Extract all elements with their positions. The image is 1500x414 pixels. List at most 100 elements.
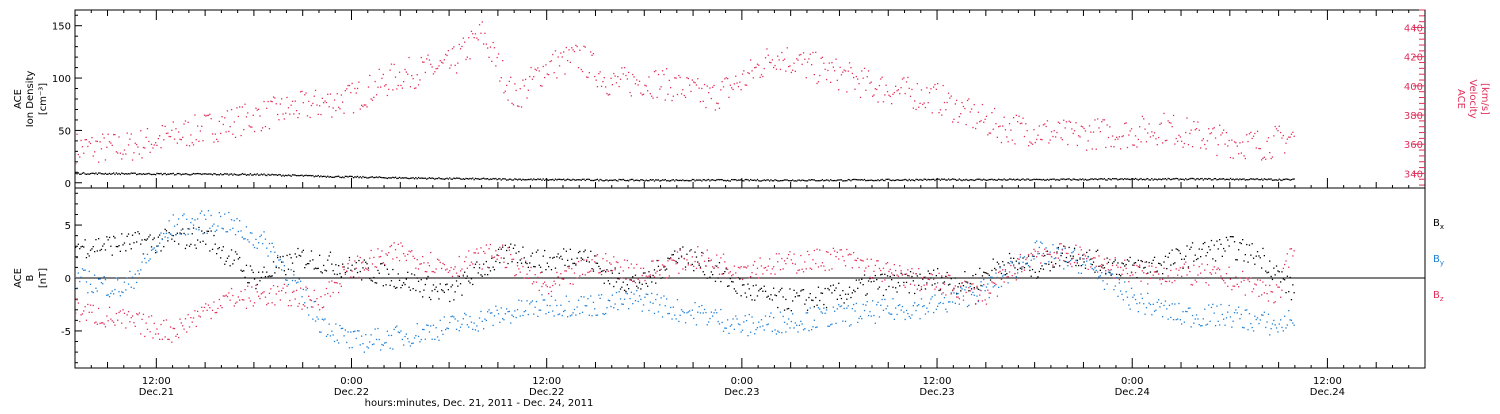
data-point (313, 268, 315, 270)
data-point (891, 103, 893, 105)
data-point (346, 270, 348, 272)
data-point (905, 273, 908, 275)
data-point (356, 87, 359, 90)
data-point (1155, 309, 1157, 311)
data-point (1225, 273, 1228, 275)
data-point (1120, 178, 1122, 180)
data-point (628, 288, 630, 290)
data-point (358, 259, 360, 262)
data-point (1045, 125, 1047, 128)
data-point (161, 238, 163, 241)
data-point (805, 299, 807, 301)
data-point (882, 294, 885, 297)
data-point (1128, 178, 1130, 180)
data-point (710, 271, 712, 273)
data-point (621, 179, 623, 181)
data-point (316, 104, 318, 106)
data-point (800, 290, 802, 292)
data-point (733, 83, 735, 85)
data-point (1000, 285, 1003, 288)
data-point (153, 322, 155, 325)
data-point (249, 126, 252, 128)
data-point (489, 46, 492, 48)
data-point (825, 78, 828, 81)
data-point (144, 238, 146, 241)
data-point (190, 317, 192, 319)
data-point (1021, 178, 1023, 181)
data-point (745, 320, 748, 322)
data-point (939, 288, 942, 290)
data-point (820, 311, 822, 313)
data-point (1293, 250, 1295, 252)
data-point (690, 90, 692, 93)
data-point (1003, 264, 1005, 266)
data-point (499, 246, 501, 248)
data-point (1072, 255, 1074, 257)
data-point (142, 146, 145, 149)
data-point (394, 287, 397, 289)
data-point (995, 179, 997, 181)
data-point (137, 146, 139, 148)
data-point (916, 305, 918, 307)
data-point (1167, 318, 1169, 320)
data-point (492, 41, 494, 44)
data-point (1029, 179, 1031, 181)
data-point (323, 306, 325, 308)
data-point (278, 173, 280, 176)
data-point (1242, 239, 1244, 241)
data-point (935, 275, 937, 277)
data-point (443, 59, 445, 61)
data-point (237, 230, 239, 233)
data-point (354, 87, 356, 90)
data-point (445, 269, 447, 271)
data-point (640, 288, 642, 290)
data-point (840, 297, 843, 300)
data-point (1214, 137, 1217, 139)
data-point (1227, 285, 1229, 287)
data-point (598, 294, 600, 296)
data-point (939, 301, 942, 304)
data-point (722, 273, 725, 275)
data-point (516, 105, 519, 107)
data-point (619, 179, 622, 181)
data-point (366, 268, 368, 270)
data-point (267, 302, 269, 304)
data-point (1045, 179, 1047, 181)
data-point (657, 259, 660, 262)
data-point (213, 301, 215, 303)
data-point (1102, 267, 1104, 269)
data-point (262, 271, 264, 273)
data-point (1026, 262, 1028, 264)
velocity-tick-label: 420 (1404, 53, 1423, 64)
data-point (1193, 121, 1195, 123)
data-point (1170, 269, 1172, 272)
data-point (691, 256, 693, 258)
data-point (629, 297, 631, 300)
data-point (126, 314, 128, 316)
data-point (1191, 177, 1194, 180)
data-point (146, 253, 149, 255)
data-point (941, 293, 943, 295)
data-point (426, 58, 428, 60)
data-point (302, 249, 304, 251)
data-point (309, 299, 311, 301)
data-point (886, 91, 889, 93)
data-point (117, 152, 119, 154)
data-point (1182, 266, 1184, 268)
data-point (687, 264, 689, 266)
data-point (1280, 281, 1282, 283)
data-point (213, 234, 215, 237)
data-point (428, 296, 431, 299)
data-point (400, 242, 402, 244)
data-point (268, 174, 271, 176)
data-point (1065, 121, 1068, 123)
data-point (600, 179, 603, 181)
data-point (937, 268, 939, 270)
data-point (478, 24, 481, 26)
data-point (220, 257, 222, 259)
data-point (415, 177, 417, 179)
data-point (769, 315, 771, 318)
data-point (1145, 273, 1148, 275)
data-point (731, 324, 733, 326)
